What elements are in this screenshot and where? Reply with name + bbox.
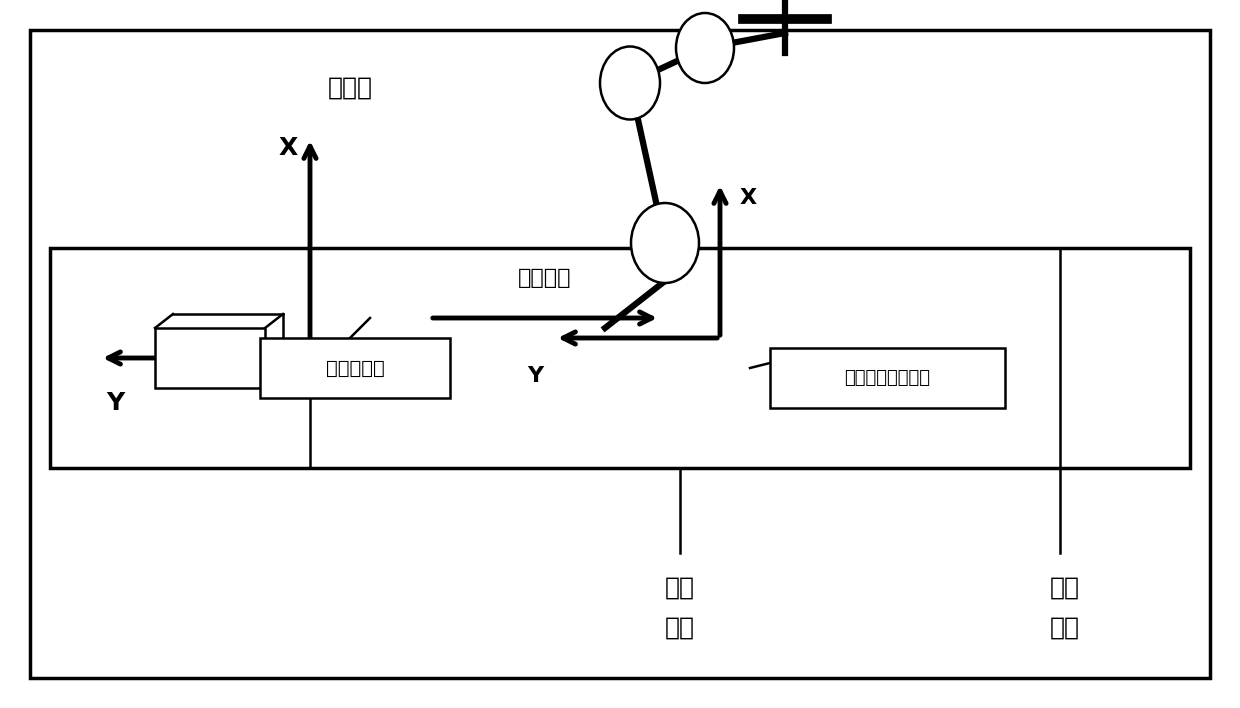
Text: 相机坐标系: 相机坐标系 (326, 358, 384, 377)
Text: 结束: 结束 (1050, 616, 1080, 640)
Bar (260, 338, 450, 398)
Text: 开始: 开始 (665, 576, 694, 600)
Ellipse shape (631, 203, 699, 283)
Ellipse shape (676, 13, 734, 83)
Text: 传动方向: 传动方向 (518, 268, 572, 288)
Text: 噴涂: 噴涂 (1050, 576, 1080, 600)
Ellipse shape (600, 47, 660, 120)
Bar (770, 348, 1004, 408)
Bar (155, 328, 265, 388)
Text: Y: Y (527, 366, 543, 386)
Bar (50, 248, 1190, 468)
Text: 激光线: 激光线 (327, 76, 372, 100)
Text: 机器人用户坐标系: 机器人用户坐标系 (844, 369, 930, 387)
Text: X: X (278, 136, 298, 160)
Text: X: X (739, 188, 756, 208)
Text: 噴涂: 噴涂 (665, 616, 694, 640)
Text: Y: Y (105, 391, 124, 415)
